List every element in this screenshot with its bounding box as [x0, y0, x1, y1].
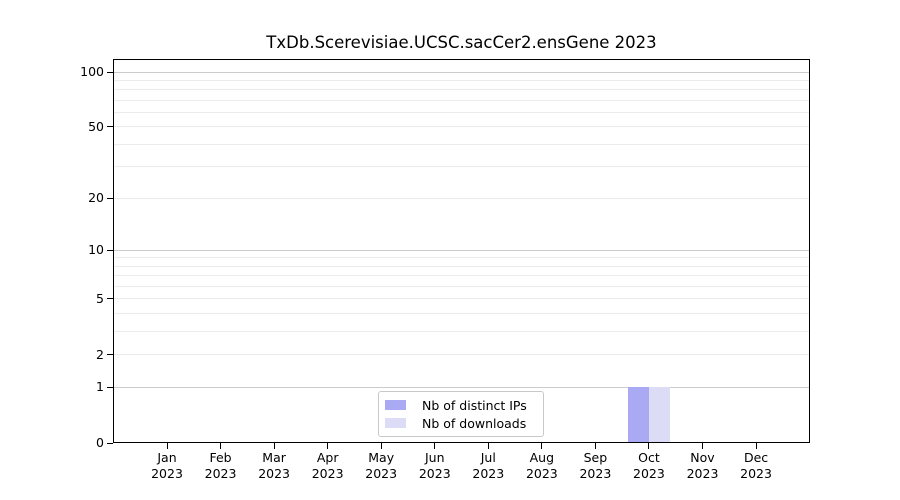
- y-minor-gridline: [114, 143, 809, 145]
- y-major-gridline: [114, 71, 809, 73]
- y-minor-gridline: [114, 286, 809, 288]
- x-tick-label: Nov 2023: [686, 450, 719, 481]
- y-tick: [107, 298, 113, 300]
- y-tick-label: 10: [88, 242, 104, 258]
- y-major-gridline: [114, 386, 809, 388]
- y-minor-gridline: [114, 265, 809, 267]
- y-tick-label: 2: [96, 346, 104, 362]
- legend-label-downloads: Nb of downloads: [422, 415, 527, 431]
- x-tick-label: Dec 2023: [740, 450, 772, 481]
- x-tick-label: Jul 2023: [472, 450, 505, 481]
- x-tick-label: Apr 2023: [311, 450, 344, 481]
- y-tick-label: 0: [96, 435, 104, 450]
- y-minor-gridline: [114, 197, 809, 199]
- y-minor-gridline: [114, 99, 809, 101]
- y-minor-gridline: [114, 331, 809, 333]
- x-tick-label: Sep 2023: [579, 450, 612, 481]
- y-minor-gridline: [114, 298, 809, 300]
- x-tick-label: Mar 2023: [258, 450, 290, 481]
- y-tick-label: 1: [96, 379, 104, 395]
- y-tick-label: 50: [88, 118, 104, 134]
- legend-item-downloads: Nb of downloads: [385, 414, 533, 432]
- y-major-gridline: [114, 249, 809, 251]
- x-tick-label: Jun 2023: [418, 450, 451, 481]
- x-tick-label: May 2023: [365, 450, 398, 481]
- y-tick-label: 20: [88, 190, 104, 206]
- y-tick: [107, 386, 113, 388]
- x-tick: [434, 443, 436, 449]
- x-tick: [273, 443, 275, 449]
- x-tick: [327, 443, 329, 449]
- y-tick-label: 5: [96, 290, 104, 306]
- x-tick-label: Jan 2023: [151, 450, 183, 481]
- legend-label-distinct-ips: Nb of distinct IPs: [422, 397, 527, 413]
- bar-distinct-ips: [627, 387, 649, 443]
- bar-downloads: [648, 387, 670, 443]
- y-minor-gridline: [114, 275, 809, 277]
- y-minor-gridline: [114, 354, 809, 356]
- x-tick: [702, 443, 703, 449]
- x-tick: [166, 443, 168, 449]
- legend-item-distinct-ips: Nb of distinct IPs: [385, 396, 533, 414]
- x-tick: [648, 443, 650, 449]
- y-tick: [107, 249, 113, 251]
- y-minor-gridline: [114, 313, 809, 315]
- y-minor-gridline: [114, 126, 809, 128]
- y-tick: [107, 197, 113, 199]
- y-tick: [107, 442, 113, 444]
- y-tick: [107, 126, 113, 128]
- x-tick: [487, 443, 489, 449]
- x-tick-label: Aug 2023: [525, 450, 558, 481]
- x-tick: [594, 443, 596, 449]
- x-tick-label: Oct 2023: [633, 450, 665, 481]
- y-minor-gridline: [114, 257, 809, 259]
- x-tick: [380, 443, 382, 449]
- y-tick: [107, 71, 113, 73]
- y-tick-label: 100: [80, 64, 104, 79]
- y-minor-gridline: [114, 166, 809, 168]
- legend: Nb of distinct IPs Nb of downloads: [378, 391, 544, 437]
- x-tick: [220, 443, 222, 449]
- y-tick: [107, 354, 113, 356]
- x-tick-label: Feb 2023: [204, 450, 237, 481]
- x-tick: [541, 443, 543, 449]
- legend-swatch-downloads: [385, 418, 406, 428]
- x-tick: [755, 443, 757, 449]
- y-minor-gridline: [114, 89, 809, 91]
- y-minor-gridline: [114, 79, 809, 81]
- y-minor-gridline: [114, 112, 809, 114]
- chart-title: TxDb.Scerevisiae.UCSC.sacCer2.ensGene 20…: [266, 33, 657, 52]
- legend-swatch-distinct-ips: [385, 400, 406, 410]
